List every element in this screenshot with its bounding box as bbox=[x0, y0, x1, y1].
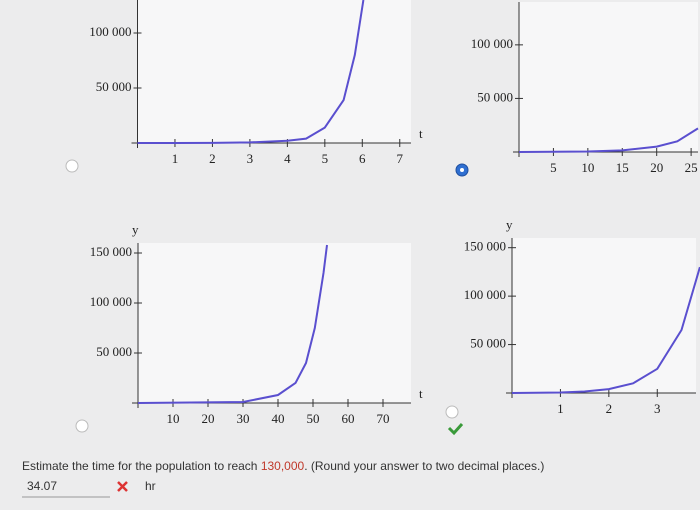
answer-unit: hr bbox=[145, 479, 156, 493]
x-tick-label: 3 bbox=[654, 401, 661, 416]
y-tick-label: 100 000 bbox=[89, 24, 131, 39]
x-tick-label: 20 bbox=[650, 160, 663, 175]
x-tick-label: 7 bbox=[397, 151, 404, 166]
x-tick-label: 1 bbox=[557, 401, 564, 416]
x-tick-label: 15 bbox=[616, 160, 629, 175]
y-tick-label: 50 000 bbox=[96, 79, 132, 94]
radio-option[interactable] bbox=[445, 405, 459, 419]
plot-area bbox=[519, 2, 698, 152]
y-tick-label: 150 000 bbox=[90, 244, 132, 259]
question-text: Estimate the time for the population to … bbox=[22, 459, 544, 473]
y-tick-label: 50 000 bbox=[477, 89, 513, 104]
x-tick-label: 6 bbox=[359, 151, 366, 166]
question-prefix: Estimate the time for the population to … bbox=[22, 459, 261, 473]
y-tick-label: 100 000 bbox=[90, 294, 132, 309]
x-tick-label: 1 bbox=[172, 151, 179, 166]
plot-area bbox=[138, 243, 411, 403]
question-highlight: 130,000 bbox=[261, 459, 305, 473]
x-tick-label: 2 bbox=[209, 151, 216, 166]
x-tick-label: 70 bbox=[377, 411, 390, 426]
curve bbox=[137, 244, 328, 404]
incorrect-mark bbox=[117, 481, 128, 492]
radio-option[interactable] bbox=[65, 159, 79, 173]
y-tick-label: 150 000 bbox=[464, 239, 506, 254]
curve bbox=[137, 0, 365, 144]
curve bbox=[511, 266, 700, 394]
curve bbox=[518, 127, 699, 153]
x-tick-label: 3 bbox=[247, 151, 254, 166]
y-tick-label: 100 000 bbox=[464, 287, 506, 302]
answer-input[interactable]: 34.07 bbox=[27, 479, 57, 493]
y-axis-label: y bbox=[132, 222, 139, 237]
x-tick-label: 40 bbox=[272, 411, 285, 426]
x-tick-label: 25 bbox=[685, 160, 698, 175]
x-tick-label: 2 bbox=[606, 401, 613, 416]
y-tick-label: 50 000 bbox=[96, 344, 132, 359]
question-suffix: . (Round your answer to two decimal plac… bbox=[304, 459, 544, 473]
x-tick-label: 30 bbox=[237, 411, 250, 426]
x-axis-label: t bbox=[419, 386, 423, 401]
plot-area bbox=[137, 0, 411, 143]
x-tick-label: 10 bbox=[581, 160, 594, 175]
y-axis-label: y bbox=[506, 217, 513, 232]
x-tick-label: 50 bbox=[307, 411, 320, 426]
radio-dot bbox=[460, 168, 464, 172]
y-tick-label: 100 000 bbox=[471, 36, 513, 51]
x-axis-label: t bbox=[419, 126, 423, 141]
plot-area bbox=[512, 238, 696, 393]
x-tick-label: 4 bbox=[284, 151, 291, 166]
y-tick-label: 50 000 bbox=[470, 336, 506, 351]
radio-option[interactable] bbox=[75, 419, 89, 433]
x-tick-label: 5 bbox=[322, 151, 329, 166]
x-tick-label: 5 bbox=[550, 160, 557, 175]
correct-check bbox=[447, 423, 464, 436]
x-tick-label: 60 bbox=[342, 411, 355, 426]
x-tick-label: 20 bbox=[202, 411, 215, 426]
x-tick-label: 10 bbox=[167, 411, 180, 426]
